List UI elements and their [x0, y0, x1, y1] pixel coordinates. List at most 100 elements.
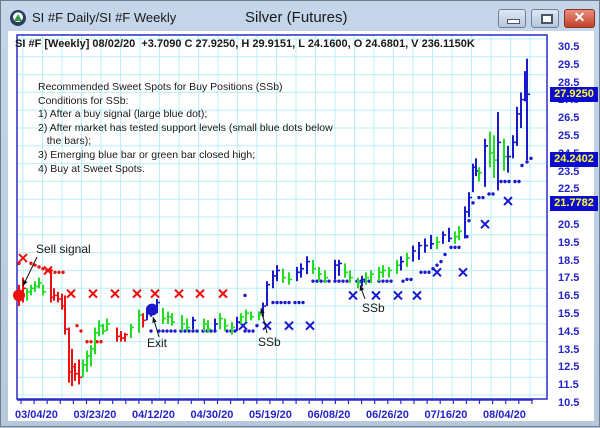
x-marker-icon [195, 288, 205, 299]
price-tag: 24.2402 [550, 152, 598, 168]
support-dot [53, 270, 57, 274]
title-bar[interactable]: SI #F Daily/SI #F Weekly Silver (Futures… [1, 1, 600, 33]
x-marker-icon [348, 290, 358, 301]
window-title: SI #F Daily/SI #F Weekly [32, 10, 177, 25]
notes-line: 4) Buy at Sweet Spots. [38, 162, 145, 175]
support-dot [499, 179, 503, 184]
x-tick-label: 04/30/20 [190, 409, 234, 421]
support-dot [247, 329, 251, 333]
app-logo-icon [10, 10, 26, 26]
x-marker-icon [110, 288, 120, 299]
support-dot [29, 261, 33, 266]
exit-arrow-head [152, 317, 157, 323]
sell-signal-dot [13, 289, 25, 302]
x-marker-icon [480, 219, 490, 229]
notes-line: 3) Emerging blue bar or green bar closed… [38, 148, 256, 161]
ssb-label-2: SSb [362, 301, 385, 315]
support-dot [233, 329, 237, 333]
support-dot [315, 279, 319, 283]
support-dot [209, 329, 213, 333]
notes-line: 2) After market has tested support level… [38, 121, 333, 134]
notes-line: the bars); [38, 135, 92, 148]
support-dot [471, 201, 475, 205]
maximize-button[interactable] [531, 9, 559, 28]
x-marker-icon [305, 320, 315, 331]
y-tick-label: 11.5 [558, 379, 579, 392]
support-dot [517, 179, 521, 184]
support-dot [333, 279, 337, 283]
support-dot [345, 279, 349, 283]
x-marker-icon [132, 288, 142, 299]
x-tick-label: 03/04/20 [15, 409, 58, 421]
y-tick-label: 14.5 [558, 325, 580, 338]
support-dot [161, 329, 165, 333]
x-marker-icon [284, 320, 294, 331]
support-dot [337, 279, 341, 283]
support-dot [367, 279, 371, 283]
support-dot [149, 329, 153, 333]
support-dot [385, 279, 389, 283]
support-dot [243, 329, 247, 333]
support-dot [423, 270, 427, 274]
support-dot [327, 279, 331, 283]
support-dot [297, 300, 301, 305]
close-button[interactable]: ✕ [564, 9, 595, 28]
support-dot [243, 293, 247, 298]
price-tag: 21.7782 [550, 196, 598, 212]
notes-line: Conditions for SSb: [38, 94, 129, 107]
plot-frame [16, 34, 548, 400]
support-dot [187, 329, 191, 333]
ssb-arrow-2-head [359, 285, 365, 291]
support-dot [169, 329, 173, 333]
x-marker-icon [66, 288, 76, 299]
support-dot [251, 329, 255, 333]
support-dot [439, 259, 443, 264]
support-dot [287, 300, 291, 305]
x-marker-icon [393, 290, 403, 301]
minimize-button[interactable] [498, 9, 526, 28]
x-tick-label: 07/16/20 [424, 409, 468, 421]
y-tick-label: 15.5 [558, 308, 580, 320]
y-tick-label: 19.5 [558, 236, 580, 249]
support-dot [33, 263, 37, 267]
y-tick-label: 25.5 [558, 130, 580, 142]
y-tick-label: 23.5 [558, 165, 580, 178]
support-dot [191, 329, 195, 333]
y-tick-label: 10.5 [558, 397, 580, 409]
support-dot [449, 245, 453, 250]
support-dot [17, 261, 21, 266]
support-dot [165, 329, 169, 333]
x-marker-icon [458, 267, 468, 277]
support-dot [293, 300, 297, 305]
x-tick-label: 06/26/20 [366, 409, 409, 421]
y-tick-label: 18.5 [558, 254, 580, 267]
support-dot [389, 279, 393, 283]
support-dot [427, 270, 431, 274]
support-dot [89, 340, 93, 344]
support-dot [255, 323, 259, 328]
close-icon: ✕ [573, 9, 586, 25]
support-dot [319, 279, 323, 283]
notes-box: Recommended Sweet Spots for Buy Position… [38, 81, 333, 176]
y-tick-label: 20.5 [558, 219, 580, 231]
support-dot [173, 329, 177, 333]
support-dot [487, 192, 491, 196]
sell-signal-label: Sell signal [36, 242, 91, 256]
y-tick-label: 26.5 [558, 112, 580, 125]
y-tick-label: 30.5 [558, 41, 580, 53]
quote-summary: SI #F [Weekly] 08/02/20 +3.7090 C 27.925… [15, 38, 475, 50]
ssb-label-1: SSb [258, 335, 281, 349]
support-dot [481, 195, 485, 200]
support-dot [467, 218, 471, 223]
x-marker-icon [503, 196, 513, 206]
x-tick-label: 08/04/20 [483, 409, 526, 421]
support-dot [75, 323, 79, 328]
x-tick-label: 04/12/20 [132, 409, 175, 421]
support-dot [311, 279, 315, 283]
y-tick-label: 22.5 [558, 183, 580, 196]
support-dot [301, 300, 305, 305]
y-tick-label: 29.5 [558, 58, 580, 71]
support-dot [513, 179, 517, 184]
support-dot [520, 163, 524, 168]
